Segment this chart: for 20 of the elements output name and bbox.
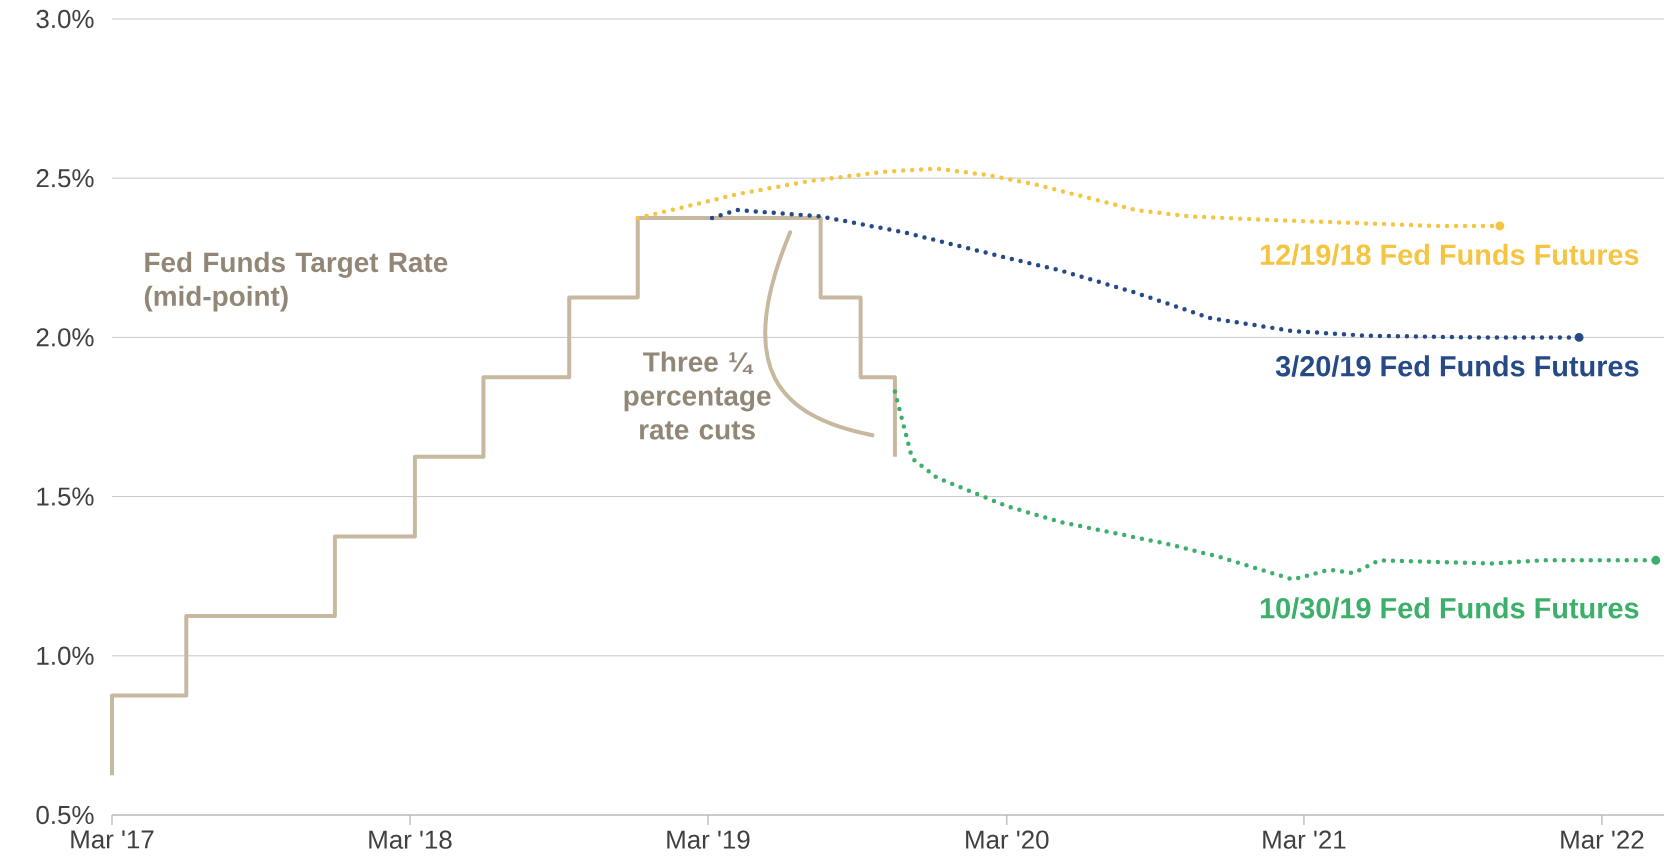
x-tick-label: Mar '18 xyxy=(369,830,452,849)
x-tick-label: Mar '22 xyxy=(1561,830,1644,849)
point xyxy=(1495,221,1505,231)
y-tick-label: 3.0% xyxy=(36,9,94,29)
annotation: Three ¼ percentage rate cuts xyxy=(624,351,771,440)
x-tick-label: Mar '21 xyxy=(1263,830,1346,849)
text: Fed Funds Target Rate (mid-point) xyxy=(144,251,448,312)
x-tick-label: Mar '20 xyxy=(966,830,1049,849)
x-tick-label: Mar '19 xyxy=(667,830,750,849)
y-tick-label: 2.0% xyxy=(36,328,94,347)
point xyxy=(1651,555,1661,565)
series-label: 3/20/19 Fed Funds Futures xyxy=(1275,355,1639,377)
x-tick-label: Mar '17 xyxy=(71,830,154,849)
y-tick-label: 2.5% xyxy=(36,169,94,188)
y-tick-label: 1.5% xyxy=(37,487,94,506)
y-tick-label: 0.5% xyxy=(36,805,94,825)
series-label: 10/30/19 Fed Funds Futures xyxy=(1260,597,1639,619)
y-tick-label: 1.0% xyxy=(37,646,94,665)
series-label: 12/19/18 Fed Funds Futures xyxy=(1260,243,1639,266)
point xyxy=(1574,332,1584,342)
